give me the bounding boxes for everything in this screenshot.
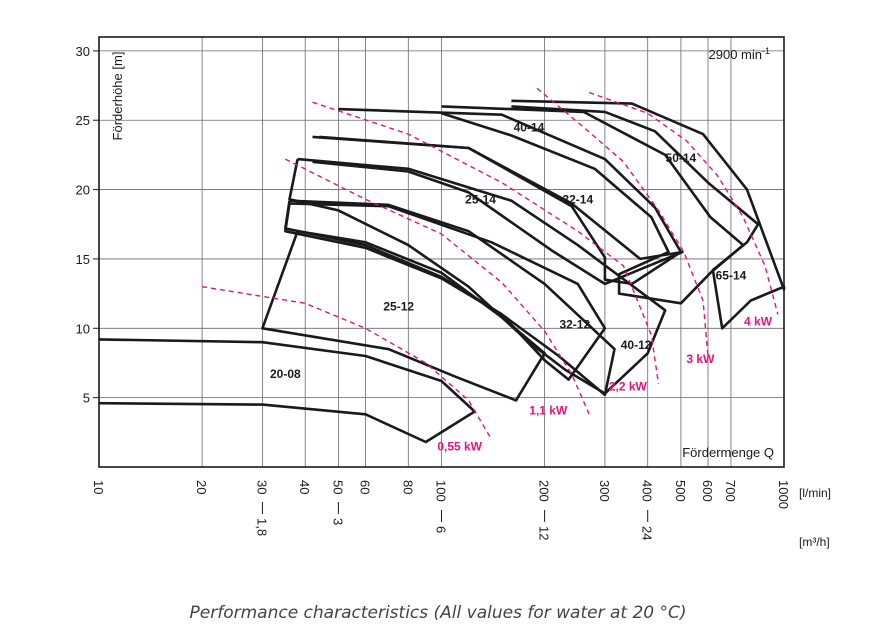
x-unit-lmin: [l/min] bbox=[799, 486, 831, 500]
pump-label-25-12: 25-12 bbox=[383, 299, 414, 313]
pump-curve-25-12 bbox=[261, 229, 546, 402]
pump-label-32-12: 32-12 bbox=[559, 317, 590, 331]
x-tick-label: 40 bbox=[297, 480, 312, 494]
power-label: 3 kW bbox=[686, 352, 715, 366]
power-label: 0,55 kW bbox=[437, 439, 482, 453]
x-tick-label: 50 bbox=[330, 480, 345, 494]
x-tick-label: 400 bbox=[640, 480, 655, 502]
pump-label-40-12: 40-12 bbox=[621, 338, 652, 352]
x-tick-label: 600 bbox=[700, 480, 715, 502]
power-label: 2,2 kW bbox=[609, 380, 648, 394]
x-tick-label: 200 bbox=[537, 480, 552, 502]
pump-label-40-14: 40-14 bbox=[514, 120, 545, 134]
x-axis-label: Fördermenge Q bbox=[682, 445, 774, 460]
x-axis: 10 20 30 1,8 40 50 3 60 80 100 6 200 12 300 400 24 500 60… bbox=[91, 480, 791, 540]
pump-curve-65-14 bbox=[511, 99, 786, 330]
y-axis: 5 10 15 20 25 30 bbox=[76, 44, 99, 406]
x-tick-label: 60 bbox=[358, 480, 373, 494]
x-tick-label: 300 bbox=[597, 480, 612, 502]
x-tick-label: 20 bbox=[194, 480, 209, 494]
x-tick-label-m3h: 24 bbox=[640, 526, 655, 540]
y-tick-label: 15 bbox=[76, 252, 90, 267]
x-unit-m3h: [m³/h] bbox=[799, 535, 830, 549]
pump-label-20-08: 20-08 bbox=[270, 367, 301, 381]
y-tick-label: 30 bbox=[76, 44, 90, 59]
power-lines: 0,55 kW 1,1 kW 2,2 kW 3 kW 4 kW bbox=[201, 87, 779, 453]
chart-grid bbox=[99, 37, 784, 467]
speed-superscript: -1 bbox=[762, 46, 770, 56]
power-line-11kW bbox=[284, 158, 590, 415]
x-tick-label: 80 bbox=[400, 480, 415, 494]
x-tick-label: 500 bbox=[673, 480, 688, 502]
y-tick-label: 5 bbox=[83, 391, 90, 406]
power-line-3kW bbox=[536, 87, 709, 357]
x-tick-label: 700 bbox=[723, 480, 738, 502]
pump-curve-32-12 bbox=[284, 202, 607, 381]
power-line-4kW bbox=[588, 91, 779, 315]
x-tick-label: 30 bbox=[254, 480, 269, 494]
x-tick-label: 10 bbox=[91, 480, 106, 494]
pump-curves: 20-0825-1225-1432-1232-1440-1240-1450-14… bbox=[98, 99, 786, 444]
x-tick-label-m3h: 12 bbox=[537, 526, 552, 540]
power-line-22kW bbox=[312, 101, 660, 384]
plot-frame bbox=[98, 36, 785, 468]
pump-curve-40-12 bbox=[312, 135, 684, 286]
chart-caption: Performance characteristics (All values … bbox=[189, 603, 687, 623]
pump-curve-50-14 bbox=[441, 105, 745, 305]
y-axis-label: Förderhöhe [m] bbox=[110, 52, 125, 141]
x-tick-label: 1000 bbox=[776, 480, 791, 509]
pump-label-65-14: 65-14 bbox=[716, 269, 747, 283]
y-tick-label: 25 bbox=[76, 113, 90, 128]
power-line-055kW bbox=[201, 286, 493, 440]
pump-curve-25-14 bbox=[284, 199, 616, 397]
pump-curve-32-14 bbox=[288, 157, 667, 395]
speed-value: 2900 min bbox=[709, 47, 762, 62]
y-tick-label: 10 bbox=[76, 321, 90, 336]
x-tick-label-m3h: 3 bbox=[330, 518, 345, 525]
power-label: 4 kW bbox=[744, 315, 773, 329]
power-label: 1,1 kW bbox=[529, 403, 568, 417]
x-tick-label: 100 bbox=[434, 480, 449, 502]
y-tick-label: 20 bbox=[76, 183, 90, 198]
pump-curve-20-08 bbox=[98, 338, 476, 444]
x-tick-label-m3h: 6 bbox=[434, 526, 449, 533]
pump-curve-40-14 bbox=[319, 107, 683, 286]
x-tick-label-m3h: 1,8 bbox=[254, 518, 269, 536]
performance-chart: 20-0825-1225-1432-1232-1440-1240-1450-14… bbox=[76, 36, 831, 549]
speed-label: 2900 min-1 bbox=[709, 46, 771, 62]
